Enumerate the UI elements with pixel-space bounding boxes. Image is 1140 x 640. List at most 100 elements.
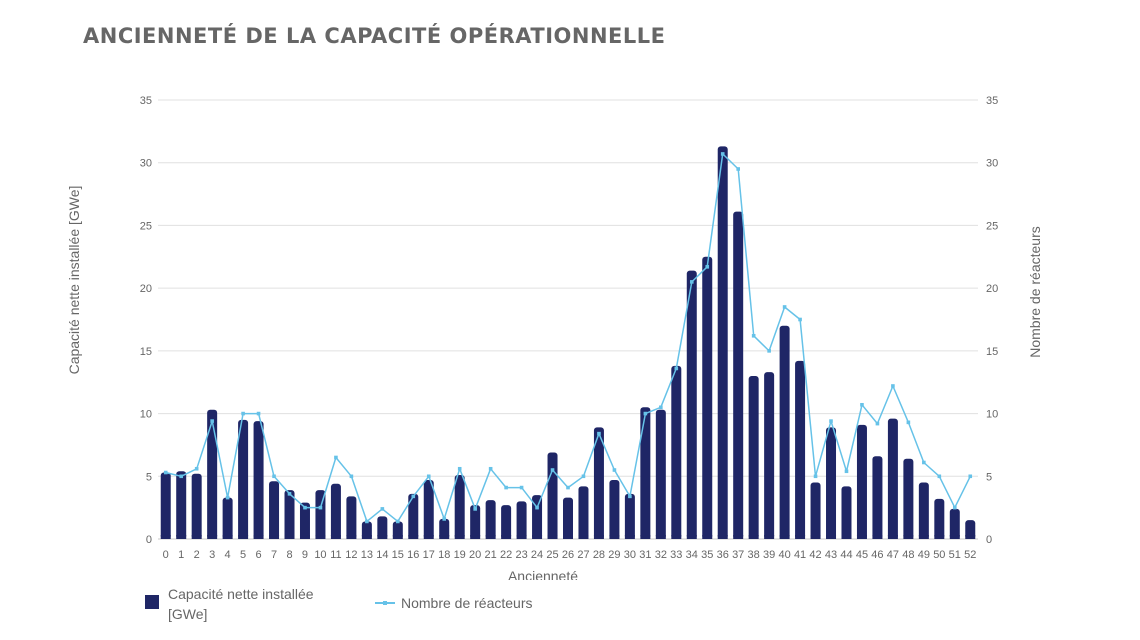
bar [269, 481, 280, 539]
x-tick-label: 36 [717, 549, 729, 561]
bar [733, 211, 744, 540]
x-tick-label: 27 [577, 549, 589, 561]
line-point [411, 494, 416, 499]
bar-base [532, 535, 543, 539]
bar [841, 486, 852, 539]
bar [903, 458, 914, 539]
x-tick-label: 13 [361, 549, 373, 561]
line-point [860, 402, 864, 407]
bar [408, 493, 419, 539]
line-point [581, 474, 586, 479]
bar [392, 521, 403, 539]
line-point [318, 505, 323, 510]
x-tick-label: 34 [686, 549, 698, 561]
bar [624, 493, 635, 539]
bar [547, 452, 558, 539]
bar [887, 418, 898, 539]
bar-base [222, 535, 233, 539]
x-tick-label: 37 [732, 549, 744, 561]
bar-base [207, 535, 218, 539]
chart-legend: Capacité nette installée [GWe] Nombre de… [145, 584, 533, 624]
bar-base [284, 535, 295, 539]
bar-base [346, 535, 357, 539]
line-point [473, 507, 477, 511]
x-tick-label: 7 [271, 549, 277, 561]
bar [795, 360, 806, 539]
x-tick-label: 40 [778, 549, 790, 561]
bar [702, 256, 713, 539]
x-tick-label: 32 [655, 549, 667, 561]
bar [949, 508, 960, 539]
bar [826, 427, 837, 539]
bar-base [501, 535, 512, 539]
x-tick-label: 9 [302, 549, 308, 561]
line-point [225, 495, 230, 500]
series-line [165, 153, 971, 523]
x-tick-label: 44 [840, 549, 852, 561]
x-tick-label: 16 [407, 549, 419, 561]
y-axis-right-label: Nombre de réacteurs [1027, 226, 1043, 358]
line-point [457, 466, 462, 471]
line-point [194, 466, 199, 471]
line-point [659, 405, 663, 410]
x-tick-label: 1 [178, 549, 184, 561]
x-tick-label: 12 [345, 549, 357, 561]
x-tick-label: 18 [438, 549, 450, 561]
line-point [643, 411, 648, 416]
y-tick-label: 5 [146, 471, 152, 483]
line-point [303, 505, 307, 510]
x-tick-label: 46 [871, 549, 883, 561]
x-tick-label: 52 [964, 549, 976, 561]
y-tick-label: 30 [140, 158, 152, 170]
x-tick-label: 38 [748, 549, 760, 561]
x-tick-label: 0 [163, 549, 169, 561]
bar [346, 496, 357, 539]
y2-tick-label: 30 [986, 158, 998, 170]
bar-base [702, 535, 713, 539]
y2-tick-label: 0 [986, 534, 992, 546]
bar [361, 521, 372, 539]
x-axis-label: Ancienneté [508, 568, 578, 580]
bar [160, 472, 171, 539]
bar-base [408, 535, 419, 539]
bar-base [887, 535, 898, 539]
line-point [674, 366, 679, 371]
bar-base [269, 535, 280, 539]
bar-base [640, 535, 651, 539]
x-tick-label: 35 [701, 549, 713, 561]
bar-base [392, 535, 403, 539]
bar [965, 520, 976, 539]
line-point [442, 517, 447, 521]
bar [377, 516, 388, 539]
line-point [519, 485, 524, 490]
legend-item-reactors: Nombre de réacteurs [328, 584, 533, 613]
bar [501, 505, 512, 539]
bar [423, 480, 434, 539]
bar [779, 325, 790, 539]
y2-tick-label: 10 [986, 409, 998, 421]
bar-base [454, 535, 465, 539]
x-tick-label: 49 [918, 549, 930, 561]
line-point [813, 474, 818, 479]
y-axis-left-label: Capacité nette installée [GWe] [66, 186, 82, 375]
bar [485, 500, 496, 539]
bar-base [918, 535, 929, 539]
bar [671, 365, 682, 539]
x-tick-label: 23 [515, 549, 527, 561]
bar [578, 486, 589, 539]
y2-tick-label: 5 [986, 471, 992, 483]
bar [640, 407, 651, 539]
x-tick-label: 39 [763, 549, 775, 561]
bar-base [377, 535, 388, 539]
line-point [720, 152, 725, 156]
x-tick-label: 41 [794, 549, 806, 561]
line-point [287, 492, 292, 496]
bar [330, 483, 341, 539]
bar-base [609, 535, 620, 539]
x-tick-label: 2 [194, 549, 200, 561]
bar [191, 473, 202, 539]
x-tick-label: 15 [392, 549, 404, 561]
line-point [767, 349, 771, 353]
page-title: ANCIENNETÉ DE LA CAPACITÉ OPÉRATIONNELLE [83, 24, 666, 48]
